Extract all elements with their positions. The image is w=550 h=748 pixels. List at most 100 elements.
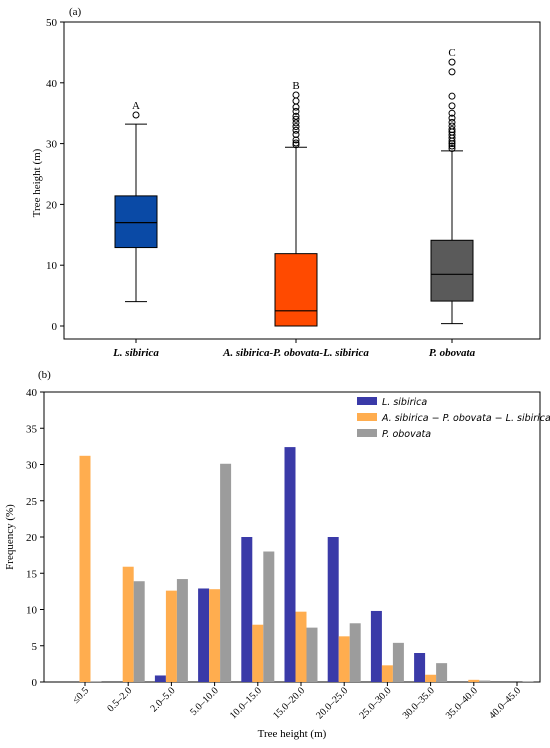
outlier-point	[132, 111, 140, 119]
box	[430, 239, 474, 302]
outlier-point	[448, 131, 456, 139]
bar	[327, 537, 339, 682]
histogram-y-axis-label: Frequency (%)	[4, 504, 16, 570]
outlier-point	[448, 144, 456, 152]
outlier-point	[292, 119, 300, 127]
y-tick-label: 20	[46, 199, 58, 211]
outlier-point	[448, 122, 456, 130]
y-tick-label: 20	[26, 532, 38, 544]
outlier-point	[448, 118, 456, 126]
y-tick-label: 40	[26, 387, 38, 399]
legend-label: P. obovata	[382, 429, 431, 440]
outlier-point	[448, 140, 456, 148]
box-plot-y-axis-label: Tree height (m)	[31, 148, 43, 217]
box-plot-frame	[63, 21, 541, 340]
bar	[263, 551, 275, 682]
bar	[479, 680, 491, 682]
significance-letter: C	[448, 47, 455, 59]
significance-letter: B	[292, 80, 299, 92]
box-plot-panel: (a) Tree height (m) 0 10 20 30 40 50 A B C L. s…	[31, 6, 541, 359]
y-tick-label: 0	[32, 677, 38, 689]
box-group: A	[114, 100, 158, 303]
legend-swatch	[357, 429, 377, 437]
y-tick-label: 25	[26, 496, 38, 508]
legend-swatch	[357, 413, 377, 421]
box-plot-x-ticks: L. sibirica A. sibirica-P. obovata-L. sib…	[112, 339, 476, 359]
y-tick-label: 40	[46, 78, 58, 90]
legend-label: A. sibirica − P. obovata − L. sibirica	[381, 413, 550, 424]
bar	[198, 588, 210, 682]
outlier-point	[448, 109, 456, 117]
outlier-point	[292, 91, 300, 99]
outlier-point	[292, 126, 300, 134]
bar	[414, 653, 426, 682]
y-tick-label: 0	[52, 321, 58, 333]
y-tick-label: 30	[46, 139, 58, 151]
legend-swatch	[357, 397, 377, 405]
y-tick-label: 50	[46, 17, 58, 29]
bar	[338, 636, 350, 682]
outlier-point	[448, 58, 456, 66]
outlier-point	[292, 112, 300, 120]
y-tick-label: 10	[26, 605, 38, 617]
bar	[133, 581, 145, 682]
bar	[436, 663, 448, 682]
histogram-x-axis-label: Tree height (m)	[258, 728, 327, 740]
bar	[392, 642, 404, 682]
y-tick-label: 5	[32, 641, 38, 653]
y-tick-label: 10	[46, 260, 58, 272]
histogram-bars	[79, 447, 534, 682]
outlier-point	[292, 115, 300, 123]
bar	[241, 537, 253, 682]
bar	[154, 675, 166, 682]
histogram-y-ticks: 0 5 10 15 20 25 30 35 40	[26, 387, 44, 689]
outlier-point	[448, 102, 456, 110]
box	[114, 195, 158, 249]
bar	[252, 624, 264, 682]
outlier-point	[292, 139, 300, 147]
y-tick-label: 35	[26, 423, 38, 435]
y-tick-label: 30	[26, 460, 38, 472]
bar	[165, 590, 177, 682]
bar	[295, 611, 307, 682]
panel-label-a: (a)	[69, 6, 82, 18]
outlier-point	[448, 142, 456, 150]
outlier-point	[448, 126, 456, 134]
bar	[209, 589, 221, 682]
outlier-point	[448, 92, 456, 100]
significance-letter: A	[132, 100, 140, 112]
x-tick-label: L. sibirica	[112, 347, 159, 359]
legend-label: L. sibirica	[382, 397, 427, 408]
box-plot-y-ticks: 0 10 20 30 40 50	[46, 17, 64, 333]
bar	[220, 463, 232, 682]
outlier-point	[292, 141, 300, 149]
bar	[122, 566, 134, 682]
bar	[370, 610, 382, 682]
bar	[425, 674, 437, 682]
box-group: B	[274, 80, 318, 327]
panel-label-b: (b)	[38, 369, 51, 381]
histogram-legend: L. sibirica A. sibirica − P. obovata − L.…	[357, 397, 550, 440]
x-tick-label: P. obovata	[429, 347, 476, 359]
box	[274, 253, 318, 327]
bar	[349, 623, 361, 682]
outlier-point	[292, 123, 300, 131]
y-tick-label: 15	[26, 568, 38, 580]
bar	[176, 579, 188, 682]
outlier-point	[292, 130, 300, 138]
outlier-point	[292, 136, 300, 144]
bar	[79, 455, 91, 682]
box-plot-boxes: A B C	[114, 47, 474, 327]
bar	[468, 679, 480, 682]
box-group: C	[430, 47, 474, 325]
outlier-point	[448, 114, 456, 122]
bar	[522, 681, 534, 682]
outlier-point	[292, 107, 300, 115]
bar	[381, 665, 393, 682]
bar	[90, 681, 102, 682]
bar	[284, 447, 296, 682]
x-tick-label: A. sibirica-P. obovata-L. sibirica	[222, 347, 369, 359]
bar	[306, 627, 318, 682]
outlier-point	[448, 68, 456, 76]
